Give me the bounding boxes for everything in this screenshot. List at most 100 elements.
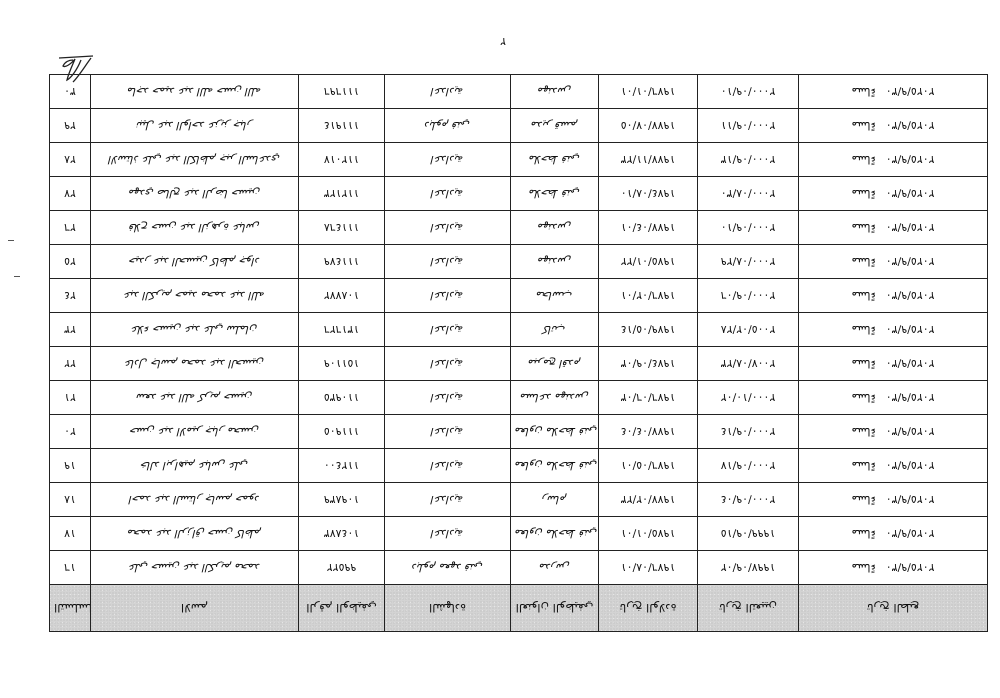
table-row: ١٨ احمد عبد الستار جاسم حمود ١٠٩٨٣٩ اعدادية… — [49, 482, 988, 517]
print-date: ٢٠٢٥/٩/٣٠ — [885, 493, 935, 506]
print-period: مساءً — [851, 289, 876, 302]
birth-date-cell: ١٩٧٦/٠٢/٠١ — [598, 278, 698, 313]
name-cell: ماجد حميد عبد الله حسن الله — [90, 74, 299, 109]
job-title-cell: مهندس — [510, 210, 599, 245]
employee-number-cell-text: ١١١٩٠٥ — [323, 425, 360, 438]
job-title-cell-text: مساعد مهندس — [520, 391, 589, 404]
employee-number-cell: ١١٢١٢٣ — [298, 176, 385, 211]
hire-date-cell: ٢٠٠٥/٠٢/٢٨ — [697, 312, 799, 347]
seq-cell: ٢٥ — [49, 244, 91, 279]
name-cell-text: ماجد حميد عبد الله حسن الله — [127, 85, 262, 98]
name-cell-text: نبيل عبد الواحد عزيز جبار — [136, 119, 253, 132]
employee-number-cell: ١١٢٤٠٠ — [298, 448, 385, 483]
seq-cell-text: ٢٧ — [64, 187, 76, 200]
seq-cell: ٢٩ — [49, 108, 91, 143]
qualification-cell: اعدادية — [384, 244, 511, 279]
job-title-cell-text: مهندس — [537, 221, 572, 234]
print-period: مساءً — [851, 323, 876, 336]
header-row: التسلسل الاسم الرقم الوظيفي الشهادة العن… — [49, 584, 988, 632]
job-title-cell: ملاحظ فني — [510, 142, 599, 177]
qualification-cell: اعدادية — [384, 74, 511, 109]
print-date-cell: مساءً ٢٠٢٥/٩/٣٠ — [798, 516, 988, 551]
employee-number-cell-text: ١٠٨٧٧٢ — [323, 289, 360, 302]
name-cell-text: فلاح حسن عبد الزهرة عباس — [129, 221, 260, 234]
print-date-cell: مساءً ٢٠٢٥/٩/٣٠ — [798, 278, 988, 313]
print-date: ٢٠٢٥/٩/٣٠ — [885, 425, 935, 438]
birth-date-cell: ١٩٧٥/٠١/٢٢ — [598, 244, 698, 279]
employee-number-cell-text: ١١٢١٢٣ — [323, 187, 360, 200]
print-period: مساءً — [851, 425, 876, 438]
name-cell-text: حسن عبد الامير جبار محسن — [129, 425, 260, 438]
print-date-cell: مساءً ٢٠٢٥/٩/٣٠ — [798, 210, 988, 245]
hire-date-cell-text: ٢٠٠٠/٠٩/٠٤ — [720, 493, 776, 506]
qualification-cell-text: اعدادية — [431, 85, 464, 98]
qualification-cell: اعدادية — [384, 448, 511, 483]
seq-cell-text: ٢٤ — [64, 289, 76, 302]
name-cell: سعد عبد الله كريم حسين — [90, 380, 299, 415]
name-cell-text: حيدر عبد الحسين كاظم جواد — [129, 255, 260, 268]
seq-cell-text: ٢٠ — [64, 425, 76, 438]
name-cell: عبد الكريم حميد محمد عبد الله — [90, 278, 299, 313]
print-date-cell: مساءً ٢٠٢٥/٩/٣٠ — [798, 176, 988, 211]
hire-date-cell: ٢٠٠٠/٠٨/٢٩ — [697, 244, 799, 279]
job-title-cell-text: رسام — [542, 493, 567, 506]
employee-number-cell-text: ١١١٦٩٦ — [323, 85, 360, 98]
hire-date-cell: ٢٠٠٧/٠٨/٢٣ — [697, 346, 799, 381]
name-cell: محمد عبد الرزاق حسن كاظم — [90, 516, 299, 551]
table-body: ١٦ علي حسين عبد الكريم محمد ٩٩٥٢٢ دبلوم معه… — [49, 74, 988, 585]
birth-date-cell-text: ١٩٧٦/٠٥/٠١ — [620, 459, 676, 472]
table-row: ٢١ سعد عبد الله كريم حسين ١١٠٩٣٥ اعدادية مسا… — [49, 380, 988, 415]
qualification-cell: دبلوم فني — [384, 108, 511, 143]
hire-date-cell: ٢٠٠٠/٠٩/١٤ — [697, 414, 799, 449]
table-row: ٢٠ حسن عبد الامير جبار محسن ١١١٩٠٥ اعدادية م… — [49, 414, 988, 449]
qualification-cell: اعدادية — [384, 380, 511, 415]
print-date-cell: مساءً ٢٠٢٥/٩/٣٠ — [798, 550, 988, 585]
job-title-cell: كاتب — [510, 312, 599, 347]
header-qualification: الشهادة — [384, 584, 511, 632]
seq-cell: ٢٠ — [49, 414, 91, 449]
job-title-cell: مساعد مهندس — [510, 380, 599, 415]
birth-date-cell-text: ١٩٧٧/٠٤/٠٤ — [620, 425, 676, 438]
employee-number-cell-text: ١٠٤٨٧٣ — [323, 527, 360, 540]
qualification-cell-text: دبلوم معهد فني — [412, 561, 483, 574]
seq-cell: ٢٦ — [49, 210, 91, 245]
qualification-cell-text: اعدادية — [431, 459, 464, 472]
birth-date-cell: ١٩٧٦/٠٥/٠١ — [598, 448, 698, 483]
birth-date-cell-text: ١٩٧٧/٠٢/٢٣ — [620, 493, 676, 506]
job-title-cell: معاون ملاحظ فني — [510, 516, 599, 551]
qualification-cell: اعدادية — [384, 516, 511, 551]
hire-date-cell-text: ١٩٩٩/٠٩/١٥ — [720, 527, 776, 540]
header-job-title: العنوان الوظيفي — [510, 584, 599, 632]
print-date: ٢٠٢٥/٩/٣٠ — [885, 289, 935, 302]
name-cell: نبيل عبد الواحد عزيز جبار — [90, 108, 299, 143]
hire-date-cell-text: ٢٠٠٠/٠٩/٠٦ — [720, 289, 776, 302]
job-title-cell-text: مدرس — [539, 561, 570, 574]
birth-date-cell: ١٩٧٧/١١/٢٣ — [598, 142, 698, 177]
print-period: مساءً — [851, 221, 876, 234]
qualification-cell: اعدادية — [384, 414, 511, 449]
employee-number-cell-text: ١١١٤٦٨ — [323, 221, 360, 234]
qualification-cell: اعدادية — [384, 278, 511, 313]
seq-cell-text: ٢١ — [64, 391, 76, 404]
name-cell-text: محمد عبد الرزاق حسن كاظم — [127, 527, 262, 540]
seq-cell: ٢٧ — [49, 176, 91, 211]
table-row: ٢٩ نبيل عبد الواحد عزيز جبار ١١١٩١٤ دبلوم ف… — [49, 108, 988, 143]
print-date: ٢٠٢٥/٩/٣٠ — [885, 357, 935, 370]
header-name: الاسم — [90, 584, 299, 632]
seq-cell: ١٦ — [49, 550, 91, 585]
hire-date-cell: ٢٠٠٠/٠٩/١٠ — [697, 210, 799, 245]
seq-cell-text: ٢٦ — [64, 221, 76, 234]
hire-date-cell-text: ٢٠٠٠/٠٨/٣٠ — [720, 187, 776, 200]
employee-number-cell-text: ١٥١١٠٩ — [323, 357, 360, 370]
birth-date-cell: ١٩٧٦/٠٦/٠٣ — [598, 380, 698, 415]
hire-date-cell: ٢٠٠٠/٠٩/٠٦ — [697, 278, 799, 313]
qualification-cell-text: اعدادية — [431, 357, 464, 370]
job-title-cell-text: مهندس — [537, 255, 572, 268]
table-row: ٢٢ عادل جاسم محمد عبد الحسين ١٥١١٠٩ اعدادية… — [49, 346, 988, 381]
seq-cell: ٢٢ — [49, 346, 91, 381]
qualification-cell-text: اعدادية — [431, 153, 464, 166]
print-date-cell: مساءً ٢٠٢٥/٩/٣٠ — [798, 244, 988, 279]
hire-date-cell: ٢٠٠٠/٠٩/١١ — [697, 108, 799, 143]
print-period: مساءً — [851, 119, 876, 132]
